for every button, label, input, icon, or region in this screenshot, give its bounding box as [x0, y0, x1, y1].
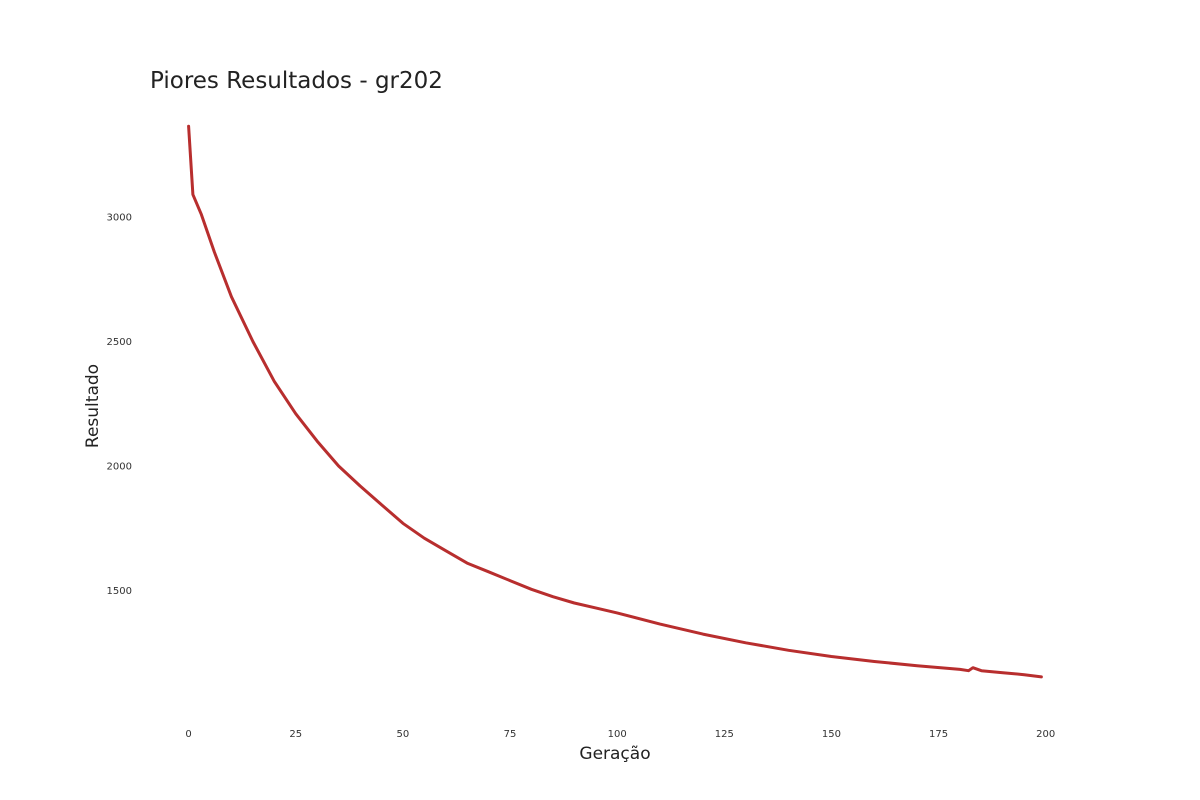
series-line: [187, 124, 1043, 679]
x-tick-label: 100: [608, 729, 627, 740]
y-axis-title: Resultado: [83, 364, 103, 448]
x-tick-label: 175: [929, 729, 948, 740]
x-tick-label: 125: [715, 729, 734, 740]
x-tick-label: 0: [185, 729, 191, 740]
y-tick-label: 3000: [107, 213, 132, 224]
x-tick-label: 25: [289, 729, 302, 740]
x-tick-label: 75: [504, 729, 517, 740]
y-tick-label: 2000: [107, 462, 132, 473]
y-tick-label: 2500: [107, 337, 132, 348]
y-axis: 1500 2000 2500 3000: [107, 213, 132, 597]
plot-area: [187, 124, 1043, 679]
y-tick-label: 1500: [107, 586, 132, 597]
x-tick-label: 50: [396, 729, 409, 740]
x-axis: 0 25 50 75 100 125 150 175 200: [185, 729, 1055, 740]
chart-title: Piores Resultados - gr202: [150, 68, 443, 94]
x-tick-label: 200: [1036, 729, 1055, 740]
x-tick-label: 150: [822, 729, 841, 740]
x-axis-title: Geração: [579, 744, 650, 764]
